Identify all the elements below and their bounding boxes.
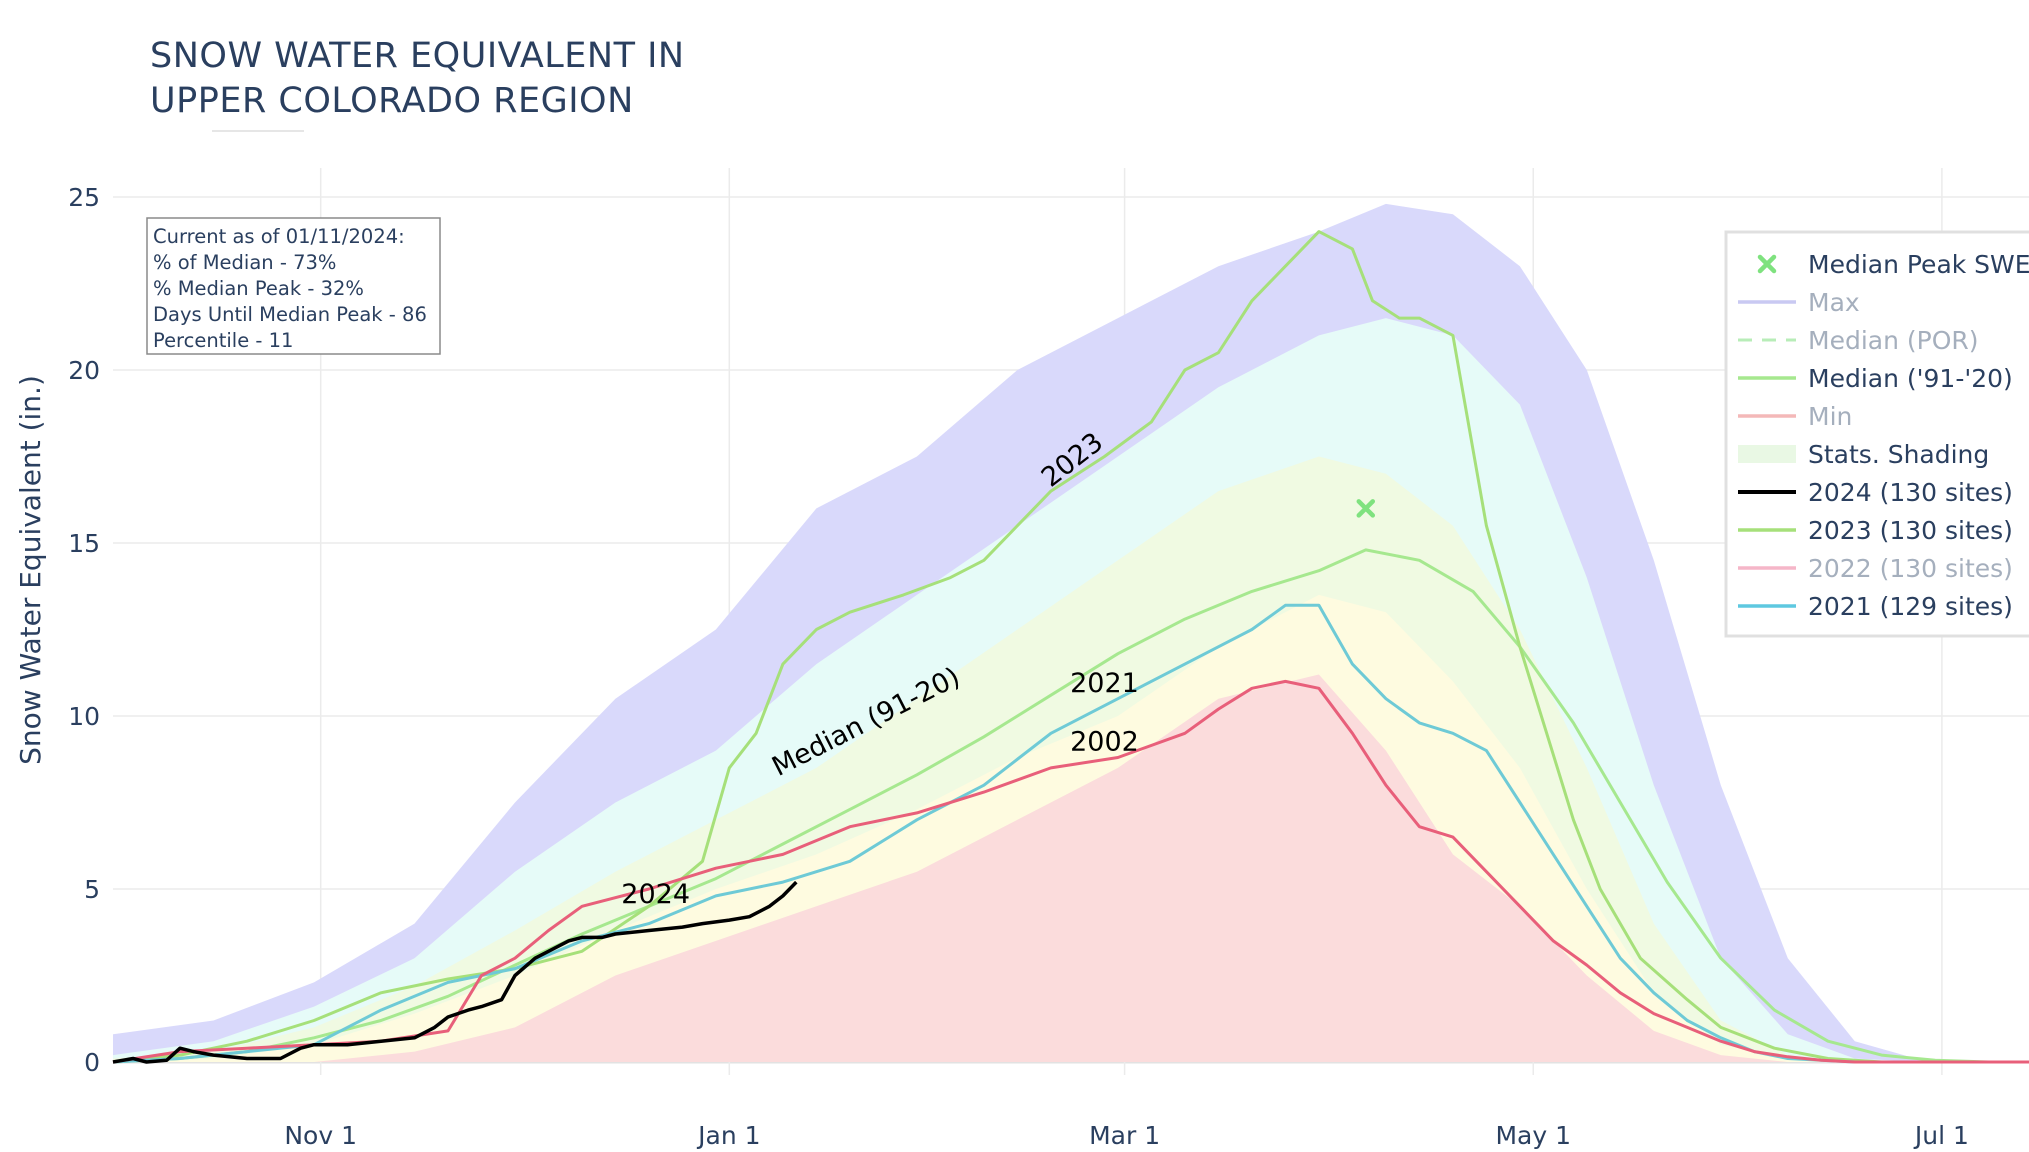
legend-label-5: Min — [1808, 402, 1852, 431]
title-divider — [212, 130, 304, 132]
series-label: 2002 — [1070, 727, 1139, 758]
info-line-5: Percentile - 11 — [153, 329, 293, 352]
legend-symbol-1 — [1757, 254, 1777, 274]
info-line-2: % of Median - 73% — [153, 251, 336, 274]
chart-title-line2: UPPER COLORADO REGION — [150, 81, 634, 121]
median-peak-marker — [1356, 499, 1376, 518]
x-tick-label: Jul 1 — [1913, 1121, 1969, 1150]
y-tick-label: 10 — [68, 702, 100, 731]
series-label: 2024 — [621, 879, 690, 910]
info-box-frame — [146, 217, 441, 355]
legend-items: Median Peak SWE Max Median (POR) Median ('9… — [1738, 250, 2029, 621]
y-tick-label: 15 — [68, 529, 100, 558]
series-label: 2021 — [1070, 668, 1139, 699]
axes: Snow Water Equivalent (in.) 0 5 10 15 20 25 No… — [14, 183, 1969, 1150]
legend-label-9: 2022 (130 sites) — [1808, 554, 2013, 583]
legend-label-3: Median (POR) — [1808, 326, 1979, 355]
min-band — [113, 674, 2029, 1062]
legend-label-1: Median Peak SWE — [1808, 250, 2029, 279]
chart-title-line1: SNOW WATER EQUIVALENT IN — [150, 36, 685, 76]
y-tick-label: 5 — [84, 875, 100, 904]
series-line-median-91-20- — [112, 548, 2029, 1064]
legend-symbol-6 — [1738, 445, 1796, 463]
series-line-2023 — [112, 230, 2029, 1064]
chart-title: SNOW WATER EQUIVALENT IN UPPER COLORADO … — [150, 34, 685, 124]
y-axis-label: Snow Water Equivalent (in.) — [14, 375, 47, 765]
legend: Median Peak SWE Max Median (POR) Median ('9… — [1724, 230, 2029, 638]
info-box: Current as of 01/11/2024: % of Median - … — [146, 217, 441, 355]
x-tick-label: Nov 1 — [284, 1121, 357, 1150]
info-line-1: Current as of 01/11/2024: — [153, 225, 405, 248]
legend-label-6: Stats. Shading — [1808, 440, 1989, 469]
x-tick-label: May 1 — [1495, 1121, 1571, 1150]
series-line-2002 — [112, 679, 2029, 1064]
legend-label-8: 2023 (130 sites) — [1808, 516, 2013, 545]
y-tick-label: 25 — [68, 183, 100, 212]
legend-label-7: 2024 (130 sites) — [1808, 478, 2013, 507]
x-tick-label: Jan 1 — [696, 1121, 760, 1150]
legend-label-2: Max — [1808, 288, 1860, 317]
info-line-3: % Median Peak - 32% — [153, 277, 364, 300]
series-line-2024 — [112, 880, 798, 1064]
y-tick-label: 20 — [68, 356, 100, 385]
legend-label-4: Median ('91-'20) — [1808, 364, 2013, 393]
y-tick-label: 0 — [84, 1048, 100, 1077]
x-tick-label: Mar 1 — [1089, 1121, 1160, 1150]
info-line-4: Days Until Median Peak - 86 — [153, 303, 427, 326]
legend-label-10: 2021 (129 sites) — [1808, 592, 2013, 621]
series-lines — [112, 230, 2029, 1064]
